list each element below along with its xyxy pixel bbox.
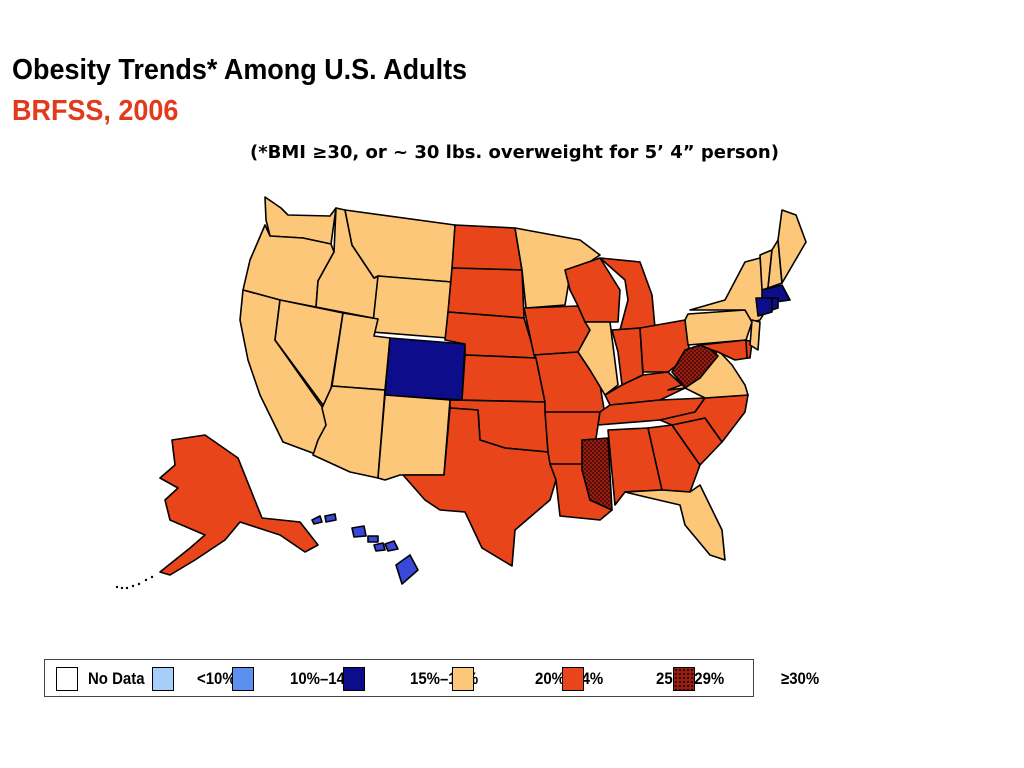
bmi-footnote: (*BMI ≥30, or ~ 30 lbs. overweight for 5… xyxy=(250,142,779,163)
legend-label-10-14: 10%–14% xyxy=(290,669,359,688)
state-IL xyxy=(577,321,619,396)
state-NC xyxy=(659,394,749,443)
state-NJ xyxy=(749,319,761,351)
map-subtitle: BRFSS, 2006 xyxy=(12,95,179,127)
legend-swatch-no-data xyxy=(56,667,78,691)
state-TX xyxy=(402,407,557,567)
legend-swatch-15-19 xyxy=(343,667,365,691)
state-GA xyxy=(647,424,701,493)
state-ME xyxy=(777,209,807,284)
state-WY xyxy=(371,275,453,339)
legend-swatch-25-29 xyxy=(562,667,584,691)
state-NM xyxy=(377,394,451,481)
state-RI xyxy=(771,297,779,311)
legend-swatch-ge30 xyxy=(673,667,695,691)
legend-swatch-10-14 xyxy=(232,667,254,691)
legend-swatch-lt10 xyxy=(152,667,174,691)
legend-label-lt10: <10% xyxy=(197,669,236,688)
state-ND xyxy=(451,224,523,271)
state-MN xyxy=(514,227,601,309)
legend-swatch-20-24 xyxy=(452,667,474,691)
state-MS xyxy=(581,437,613,511)
aleutian-islands xyxy=(115,575,154,590)
map-title: Obesity Trends* Among U.S. Adults xyxy=(12,54,468,86)
state-AK xyxy=(159,434,319,576)
state-WA xyxy=(264,196,337,245)
legend-label-no-data: No Data xyxy=(88,669,145,688)
state-CO xyxy=(384,337,466,401)
legend-label-ge30: ≥30% xyxy=(781,669,820,688)
state-KS xyxy=(461,354,546,403)
state-HI xyxy=(311,513,419,585)
state-FL xyxy=(624,484,726,561)
legend: No Data <10% 10%–14% 15%–19% 20%–24% 25%… xyxy=(44,659,819,697)
state-SD xyxy=(447,267,525,319)
state-CT xyxy=(755,297,773,317)
